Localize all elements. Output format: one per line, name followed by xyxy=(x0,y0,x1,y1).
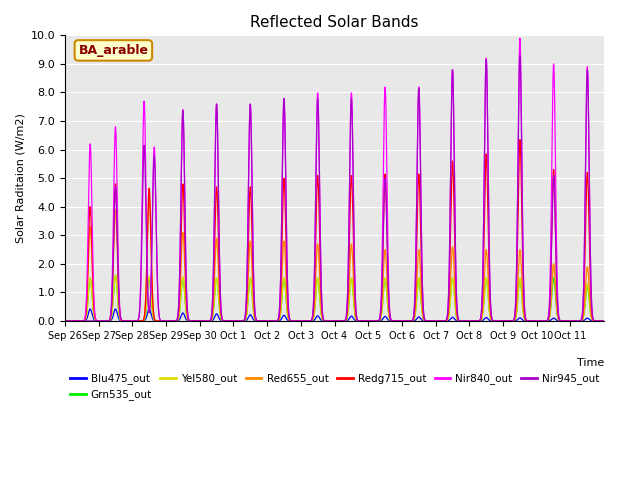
Nir840_out xyxy=(516,36,524,41)
Grn535_out xyxy=(115,311,123,316)
Blu475_out xyxy=(527,318,535,324)
Nir945_out xyxy=(527,318,535,324)
Yel580_out xyxy=(600,318,608,324)
Nir945_out xyxy=(497,318,504,324)
Nir840_out xyxy=(115,278,123,284)
Redg715_out xyxy=(231,318,239,324)
Nir840_out xyxy=(367,318,374,324)
Grn535_out xyxy=(527,318,535,324)
Line: Nir840_out: Nir840_out xyxy=(65,38,604,321)
Nir840_out xyxy=(600,318,608,324)
Nir840_out xyxy=(497,318,504,324)
Y-axis label: Solar Raditaion (W/m2): Solar Raditaion (W/m2) xyxy=(15,113,25,243)
Redg715_out xyxy=(527,318,535,324)
Yel580_out xyxy=(527,318,535,324)
Nir840_out xyxy=(61,318,68,324)
Blu475_out xyxy=(367,318,375,324)
Grn535_out xyxy=(593,318,600,324)
Text: Time: Time xyxy=(577,358,604,368)
Blu475_out xyxy=(497,318,505,324)
Nir840_out xyxy=(231,318,239,324)
Yel580_out xyxy=(61,318,68,324)
Red655_out xyxy=(593,318,600,324)
Redg715_out xyxy=(115,290,123,296)
Line: Redg715_out: Redg715_out xyxy=(65,140,604,321)
Blu475_out xyxy=(115,316,123,322)
Yel580_out xyxy=(367,318,374,324)
Red655_out xyxy=(367,318,375,324)
Red655_out xyxy=(61,318,68,324)
Nir840_out xyxy=(527,318,535,324)
Blu475_out xyxy=(232,318,239,324)
Nir945_out xyxy=(367,318,374,324)
Line: Nir945_out: Nir945_out xyxy=(65,55,604,321)
Red655_out xyxy=(145,195,153,201)
Redg715_out xyxy=(593,318,600,324)
Nir840_out xyxy=(593,318,600,324)
Grn535_out xyxy=(61,318,68,324)
Nir945_out xyxy=(231,318,239,324)
Grn535_out xyxy=(600,318,608,324)
Nir945_out xyxy=(516,52,524,58)
Redg715_out xyxy=(516,137,524,143)
Line: Blu475_out: Blu475_out xyxy=(65,309,604,321)
Nir945_out xyxy=(600,318,608,324)
Red655_out xyxy=(115,295,123,301)
Yel580_out xyxy=(115,309,123,314)
Red655_out xyxy=(497,318,505,324)
Red655_out xyxy=(527,318,535,324)
Yel580_out xyxy=(231,318,239,324)
Redg715_out xyxy=(497,318,504,324)
Title: Reflected Solar Bands: Reflected Solar Bands xyxy=(250,15,419,30)
Line: Red655_out: Red655_out xyxy=(65,198,604,321)
Grn535_out xyxy=(497,318,505,324)
Redg715_out xyxy=(600,318,608,324)
Nir945_out xyxy=(61,318,68,324)
Blu475_out xyxy=(86,306,94,312)
Blu475_out xyxy=(593,318,600,324)
Blu475_out xyxy=(61,318,68,324)
Line: Grn535_out: Grn535_out xyxy=(65,276,604,321)
Nir945_out xyxy=(593,318,600,324)
Text: BA_arable: BA_arable xyxy=(78,44,148,57)
Grn535_out xyxy=(232,318,239,324)
Red655_out xyxy=(600,318,608,324)
Yel580_out xyxy=(550,261,557,267)
Grn535_out xyxy=(367,318,375,324)
Redg715_out xyxy=(61,318,68,324)
Blu475_out xyxy=(600,318,608,324)
Yel580_out xyxy=(593,318,600,324)
Red655_out xyxy=(232,318,239,324)
Grn535_out xyxy=(111,273,119,278)
Nir945_out xyxy=(115,290,123,296)
Legend: Blu475_out, Grn535_out, Yel580_out, Red655_out, Redg715_out, Nir840_out, Nir945_: Blu475_out, Grn535_out, Yel580_out, Red6… xyxy=(66,369,604,405)
Line: Yel580_out: Yel580_out xyxy=(65,264,604,321)
Redg715_out xyxy=(367,318,374,324)
Yel580_out xyxy=(497,318,504,324)
